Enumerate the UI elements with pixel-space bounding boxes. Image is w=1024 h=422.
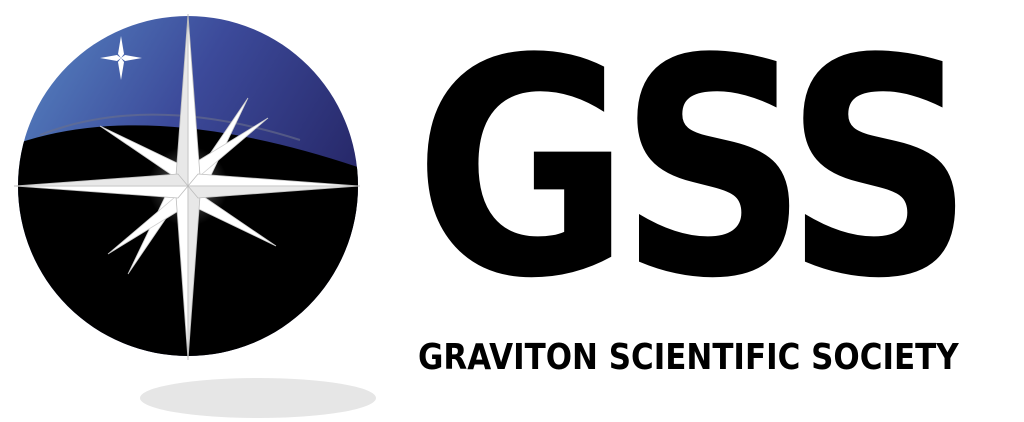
- twinkle-star-icon: [100, 36, 142, 80]
- logo-tagline: GRAVITON SCIENTIFIC SOCIETY: [418, 337, 959, 378]
- compass-star-globe-icon: [13, 13, 376, 418]
- horizon-rim: [39, 113, 301, 141]
- logo-wordmark: GSS: [414, 0, 974, 344]
- compass-star: [13, 13, 361, 361]
- globe-shadow: [140, 378, 376, 418]
